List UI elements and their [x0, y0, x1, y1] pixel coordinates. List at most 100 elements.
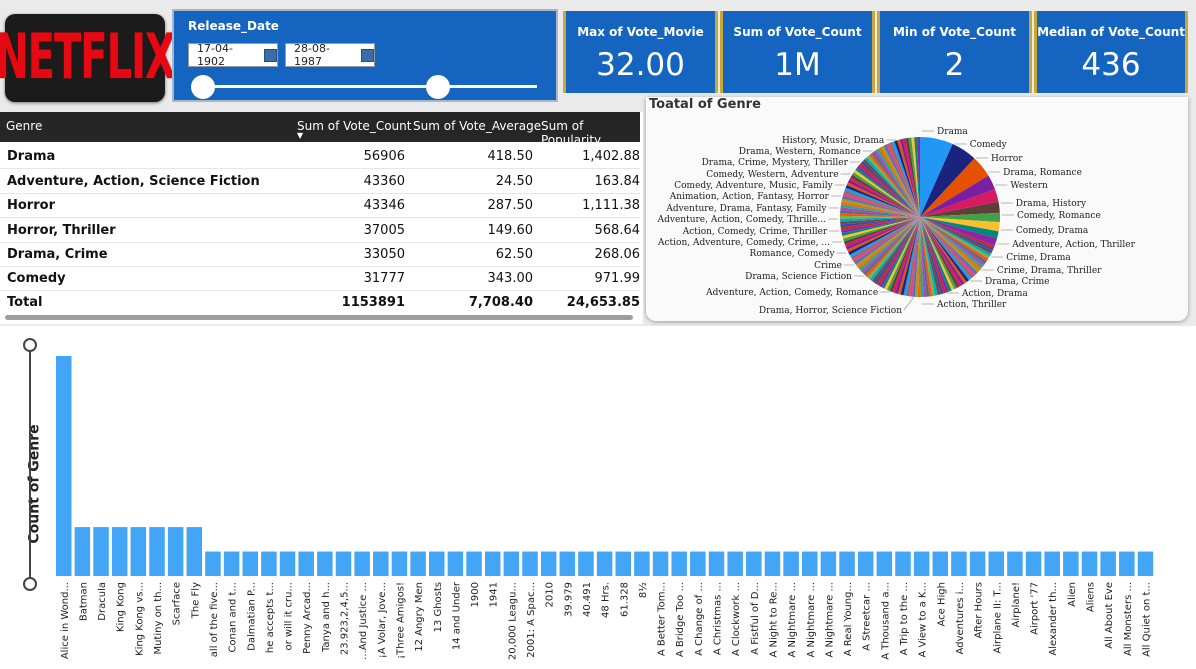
pie-slice[interactable]	[911, 137, 920, 217]
pie-slice[interactable]	[900, 217, 920, 296]
pie-slice[interactable]	[920, 217, 993, 254]
pie-slice[interactable]	[908, 137, 920, 217]
pie-slice[interactable]	[862, 159, 920, 217]
pie-slice[interactable]	[906, 217, 920, 297]
pie-slice[interactable]	[847, 179, 920, 217]
bar[interactable]	[167, 527, 184, 576]
pie-slice[interactable]	[845, 184, 920, 217]
pie-slice[interactable]	[841, 198, 920, 217]
pie-slice[interactable]	[920, 217, 944, 295]
pie-slice[interactable]	[842, 217, 920, 239]
bar[interactable]	[876, 551, 893, 576]
pie-slice[interactable]	[920, 217, 967, 284]
pie-slice[interactable]	[876, 148, 920, 217]
pie-slice[interactable]	[842, 193, 920, 217]
pie-slice[interactable]	[920, 217, 962, 287]
pie-slice[interactable]	[873, 150, 920, 217]
pie-slice[interactable]	[895, 217, 920, 294]
bar[interactable]	[913, 551, 930, 576]
pie-slice[interactable]	[883, 144, 920, 217]
bar[interactable]	[279, 551, 296, 576]
pie-slice[interactable]	[853, 169, 920, 217]
pie-slice[interactable]	[920, 201, 1000, 217]
bar[interactable]	[634, 551, 650, 576]
pie-slice[interactable]	[911, 217, 920, 297]
bar[interactable]	[932, 551, 949, 576]
pie-slice[interactable]	[858, 163, 920, 217]
pie-slice[interactable]	[920, 217, 984, 269]
pie-slice[interactable]	[867, 155, 920, 217]
pie-slice[interactable]	[920, 217, 970, 282]
pie-slice[interactable]	[867, 217, 920, 280]
pie-slice[interactable]	[888, 142, 920, 217]
bar[interactable]	[335, 551, 352, 576]
pie-slice[interactable]	[886, 217, 920, 291]
pie-slice[interactable]	[920, 217, 989, 262]
bar[interactable]	[74, 527, 91, 576]
pie-slice[interactable]	[917, 137, 920, 217]
bar[interactable]	[1081, 551, 1098, 576]
pie-slice[interactable]	[840, 207, 920, 217]
pie-slice[interactable]	[920, 217, 994, 252]
pie-slice[interactable]	[843, 190, 920, 217]
pie-slice[interactable]	[909, 217, 920, 297]
pie-slice[interactable]	[841, 201, 920, 217]
pie-slice[interactable]	[920, 217, 972, 281]
pie-slice[interactable]	[881, 145, 920, 217]
pie-slice[interactable]	[920, 217, 949, 293]
bar[interactable]	[820, 551, 837, 576]
bar[interactable]	[205, 551, 221, 576]
col-sum-vote-average[interactable]: Sum of Vote_Average	[413, 119, 542, 133]
bar[interactable]	[93, 527, 109, 576]
bar[interactable]	[839, 551, 855, 576]
pie-slice[interactable]	[897, 139, 920, 217]
table-row[interactable]: Horror, Thriller 37005 149.60 568.64	[0, 218, 640, 243]
pie-slice[interactable]	[914, 137, 920, 217]
pie-slice[interactable]	[920, 137, 953, 217]
pie-slice[interactable]	[920, 217, 986, 266]
pie-slice[interactable]	[920, 175, 995, 217]
bar[interactable]	[56, 356, 72, 576]
pie-slice[interactable]	[884, 217, 920, 290]
pie-slice[interactable]	[920, 217, 941, 295]
pie-slice[interactable]	[920, 217, 998, 246]
pie-slice[interactable]	[865, 217, 920, 278]
pie-slice[interactable]	[855, 217, 920, 267]
pie-slice[interactable]	[876, 217, 920, 286]
bar[interactable]	[373, 551, 389, 576]
bar[interactable]	[802, 551, 818, 576]
pie-slice[interactable]	[852, 172, 920, 217]
bar[interactable]	[615, 551, 632, 576]
calendar-icon[interactable]	[264, 48, 277, 62]
pie-slice[interactable]	[920, 217, 965, 286]
pie-slice[interactable]	[897, 217, 920, 295]
pie-slice[interactable]	[849, 177, 920, 217]
bar[interactable]	[1100, 551, 1116, 576]
bar[interactable]	[764, 551, 781, 576]
bar[interactable]	[1044, 551, 1060, 576]
pie-slice[interactable]	[863, 217, 920, 276]
bar[interactable]	[1063, 551, 1079, 576]
bar[interactable]	[540, 551, 557, 576]
bar-chart-svg[interactable]: Alice in Wond... Batman Dracula King Kong Ki…	[0, 326, 1196, 669]
calendar-icon[interactable]	[361, 48, 374, 62]
bar[interactable]	[429, 551, 445, 576]
pie-slice[interactable]	[920, 158, 989, 217]
bar[interactable]	[1137, 551, 1154, 576]
col-sum-popularity[interactable]: Sum of Popularity	[541, 119, 602, 147]
table-row[interactable]: Horror 43346 287.50 1,111.38	[0, 193, 640, 218]
bar[interactable]	[783, 551, 799, 576]
horizontal-scrollbar[interactable]	[5, 315, 633, 320]
pie-slice[interactable]	[920, 217, 987, 264]
bar[interactable]	[727, 551, 743, 576]
bar[interactable]	[857, 551, 874, 576]
zoom-slider-bottom-handle[interactable]	[23, 577, 37, 591]
pie-slice[interactable]	[840, 212, 920, 217]
pie-slice[interactable]	[920, 217, 995, 249]
bar[interactable]	[969, 551, 986, 576]
pie-slice[interactable]	[920, 217, 980, 273]
pie-slice[interactable]	[846, 217, 920, 253]
bar[interactable]	[503, 551, 520, 576]
slider-track[interactable]	[202, 85, 537, 88]
pie-slice[interactable]	[843, 217, 920, 245]
